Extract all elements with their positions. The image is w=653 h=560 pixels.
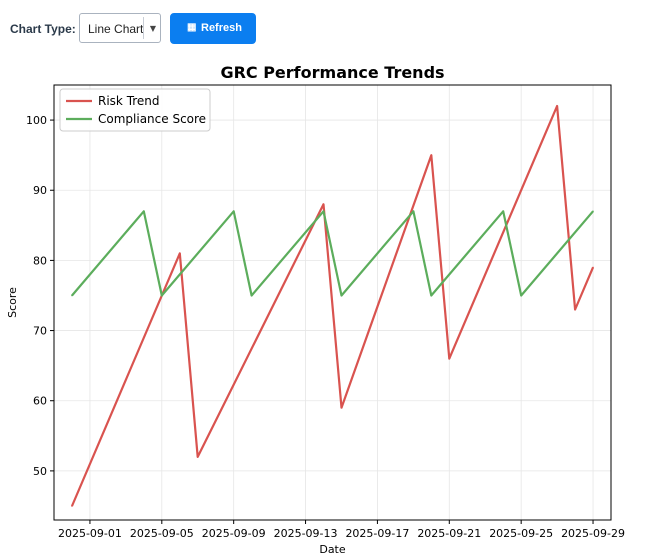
line-chart: GRC Performance Trends 50 60 70 80 90 100 2025-… (6, 63, 625, 556)
y-tick-label: 80 (33, 254, 47, 267)
data-point (178, 252, 181, 255)
data-point (412, 210, 415, 213)
y-tick-label: 100 (26, 114, 47, 127)
x-tick-label: 2025-09-29 (561, 527, 625, 540)
y-tick-label: 90 (33, 184, 47, 197)
series-line-1 (71, 210, 594, 297)
x-tick-label: 2025-09-17 (345, 527, 409, 540)
data-point (71, 294, 73, 297)
data-point (196, 456, 199, 458)
data-point (161, 294, 163, 297)
x-tick-label: 2025-09-13 (274, 527, 338, 540)
refresh-label: Refresh (201, 22, 242, 34)
refresh-icon: ▦ (187, 22, 197, 33)
chart-type-select[interactable]: Line Chart ▼ (79, 13, 161, 43)
select-divider (143, 17, 144, 39)
x-axis-label: Date (319, 543, 346, 556)
chart-type-value: Line Chart (88, 22, 144, 36)
data-point (143, 210, 145, 213)
data-point (340, 294, 343, 297)
x-tick-label: 2025-09-21 (417, 527, 481, 540)
legend-label: Risk Trend (98, 94, 160, 108)
data-point (322, 203, 325, 206)
legend-box (59, 88, 211, 132)
y-tick-label: 60 (33, 395, 47, 408)
data-point (232, 210, 235, 213)
data-point (71, 505, 73, 507)
chart-type-label: Chart Type: (10, 22, 76, 36)
x-tick-label: 2025-09-01 (58, 527, 122, 540)
data-point (520, 294, 522, 297)
series-line-0 (70, 104, 595, 507)
x-tick-label: 2025-09-05 (130, 527, 194, 540)
data-point (502, 210, 504, 213)
x-tick-label: 2025-09-25 (489, 527, 553, 540)
chart-title: GRC Performance Trends (220, 63, 444, 82)
plot-frame (53, 84, 612, 521)
data-point (250, 294, 253, 297)
data-point (574, 308, 576, 311)
y-tick-label: 70 (33, 325, 47, 338)
data-point (556, 105, 558, 107)
y-tick-label: 50 (33, 465, 47, 478)
data-point (340, 406, 343, 409)
y-axis-label: Score (6, 287, 19, 318)
data-point (592, 210, 594, 213)
data-point (322, 210, 325, 213)
data-point (430, 294, 433, 297)
x-tick-label: 2025-09-09 (202, 527, 266, 540)
chevron-down-icon: ▼ (149, 24, 156, 33)
refresh-button[interactable]: ▦ Refresh (170, 13, 256, 44)
data-point (592, 266, 594, 269)
toolbar: Chart Type: Line Chart ▼ ▦ Refresh (0, 0, 653, 52)
legend-label: Compliance Score (98, 112, 206, 126)
data-point (448, 357, 451, 360)
data-point (430, 154, 433, 156)
